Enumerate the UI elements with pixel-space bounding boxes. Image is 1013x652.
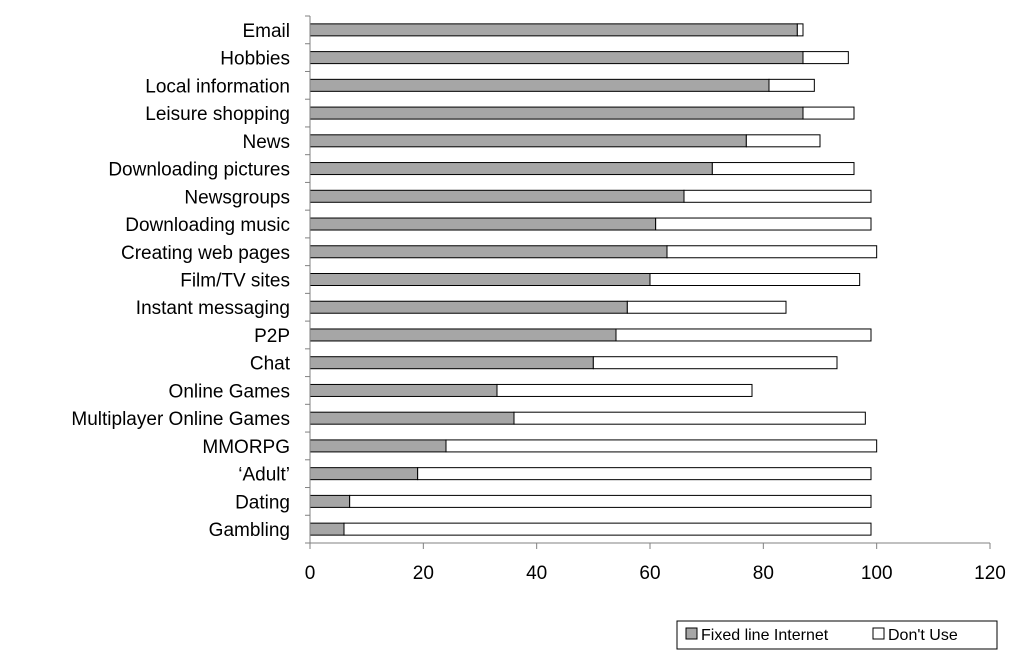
category-label-film-tv-sites: Film/TV sites	[180, 271, 290, 292]
bar-don-t-use-email	[796, 23, 804, 37]
bar-don-t-use-film-tv-sites	[649, 273, 861, 286]
category-label-adult: ‘Adult’	[238, 465, 290, 486]
category-label-leisure-shopping: Leisure shopping	[145, 104, 290, 125]
legend-box	[676, 620, 998, 650]
legend-swatch-dont-use	[872, 627, 885, 640]
x-axis-ticks: 0 20 40 60 80 100 120	[305, 543, 1006, 584]
bar-fixed-line-internet-downloading-pictures	[309, 162, 713, 176]
category-label-mmorpg: MMORPG	[202, 437, 290, 458]
bar-fixed-line-internet-gambling	[309, 522, 345, 536]
category-label-newsgroups: Newsgroups	[184, 187, 290, 208]
legend: Fixed line Internet Don't Use	[676, 620, 998, 650]
bar-fixed-line-internet-multiplayer-online-games	[309, 411, 515, 425]
bar-fixed-line-internet-news	[309, 134, 747, 148]
bar-don-t-use-gambling	[343, 522, 872, 536]
category-label-chat: Chat	[250, 354, 291, 375]
category-label-dating: Dating	[235, 492, 290, 513]
category-label-news: News	[242, 132, 290, 153]
bar-fixed-line-internet-local-information	[309, 78, 770, 92]
bar-fixed-line-internet-downloading-music	[309, 217, 657, 231]
category-label-gambling: Gambling	[209, 520, 290, 541]
x-tick-label-0: 0	[305, 563, 316, 584]
bar-fixed-line-internet-adult	[309, 467, 419, 481]
bar-don-t-use-chat	[592, 356, 838, 370]
bar-fixed-line-internet-leisure-shopping	[309, 106, 804, 120]
bar-don-t-use-creating-web-pages	[666, 245, 878, 259]
bar-fixed-line-internet-film-tv-sites	[309, 273, 651, 286]
x-tick-label-120: 120	[974, 563, 1006, 584]
category-label-local-information: Local information	[145, 76, 290, 97]
bar-don-t-use-downloading-pictures	[711, 162, 855, 176]
bar-don-t-use-instant-messaging	[626, 300, 787, 314]
x-tick-label-80: 80	[753, 563, 774, 584]
bar-don-t-use-news	[745, 134, 821, 148]
bar-fixed-line-internet-instant-messaging	[309, 300, 628, 314]
bar-don-t-use-local-information	[768, 78, 815, 92]
bar-fixed-line-internet-p2p	[309, 328, 617, 342]
bar-fixed-line-internet-online-games	[309, 383, 498, 397]
category-label-downloading-music: Downloading music	[125, 215, 290, 236]
bar-don-t-use-mmorpg	[445, 439, 878, 453]
category-label-email: Email	[242, 21, 290, 42]
x-tick-label-100: 100	[861, 563, 893, 584]
legend-label-fixed-line: Fixed line Internet	[701, 627, 829, 644]
bar-fixed-line-internet-dating	[309, 494, 351, 508]
category-label-downloading-pictures: Downloading pictures	[108, 160, 290, 181]
x-tick-label-20: 20	[413, 563, 434, 584]
x-tick-label-40: 40	[526, 563, 547, 584]
bar-fixed-line-internet-chat	[309, 356, 594, 370]
bars-layer	[309, 23, 878, 536]
bar-fixed-line-internet-mmorpg	[309, 439, 447, 453]
category-label-multiplayer-online-games: Multiplayer Online Games	[71, 409, 290, 430]
bar-don-t-use-adult	[417, 467, 872, 481]
bar-don-t-use-leisure-shopping	[802, 106, 855, 120]
bar-don-t-use-downloading-music	[655, 217, 872, 231]
category-labels: Email Hobbies Local information Leisure sho…	[71, 21, 290, 541]
bar-fixed-line-internet-hobbies	[309, 51, 804, 65]
category-label-online-games: Online Games	[169, 381, 290, 402]
bar-don-t-use-online-games	[496, 383, 753, 397]
bar-don-t-use-multiplayer-online-games	[513, 411, 866, 425]
bar-don-t-use-dating	[349, 494, 872, 508]
category-label-instant-messaging: Instant messaging	[136, 298, 290, 319]
category-label-creating-web-pages: Creating web pages	[121, 243, 290, 264]
category-label-hobbies: Hobbies	[220, 49, 290, 70]
bar-don-t-use-hobbies	[802, 51, 849, 65]
bar-fixed-line-internet-newsgroups	[309, 189, 685, 203]
bar-don-t-use-newsgroups	[683, 189, 872, 203]
x-tick-label-60: 60	[639, 563, 660, 584]
bar-fixed-line-internet-email	[309, 23, 798, 37]
bar-don-t-use-p2p	[615, 328, 872, 342]
bar-fixed-line-internet-creating-web-pages	[309, 245, 668, 259]
category-label-p2p: P2P	[254, 326, 290, 347]
legend-swatch-fixed-line	[685, 627, 698, 640]
legend-label-dont-use: Don't Use	[888, 627, 958, 644]
